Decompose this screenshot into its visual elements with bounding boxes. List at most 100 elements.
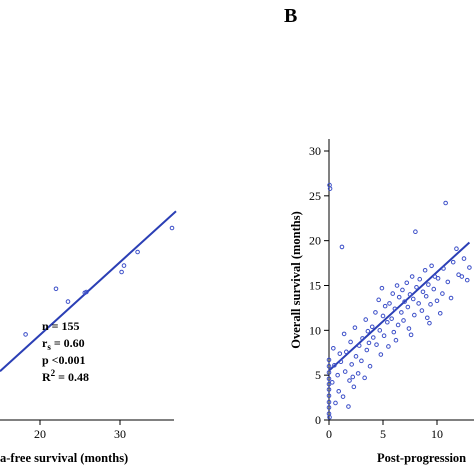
panel-b-data-point	[440, 291, 445, 296]
panel-b-data-point	[431, 286, 437, 292]
panel-b-data-point	[363, 317, 369, 322]
panel-a-data-point	[119, 269, 124, 275]
panel-b-data-point	[374, 342, 379, 347]
panel-b-data-point	[353, 354, 359, 359]
panel-b-y-tick-label: 0	[315, 413, 321, 427]
panel-b-data-point	[377, 328, 383, 333]
panel-b-data-point	[326, 399, 332, 405]
panel-b-data-point	[417, 276, 423, 282]
panel-b-data-point	[402, 299, 407, 304]
panel-a-stats: n = 155 rs = 0.60 p <0.001 R2 = 0.48	[42, 319, 89, 384]
panel-b-y-axis-title: Overall survival (months)	[289, 211, 303, 349]
panel-b-data-point	[346, 404, 351, 409]
panel-b-data-point	[423, 293, 429, 299]
panel-b-data-point	[337, 351, 343, 356]
panel-b-data-point	[343, 349, 349, 355]
panel-b-data-point	[352, 325, 358, 330]
panel-a-x-tick-label-20: 20	[34, 427, 46, 441]
stat-rs: rs = 0.60	[42, 336, 85, 352]
panel-b-data-point	[379, 285, 385, 291]
panel-b-data-point	[336, 389, 342, 394]
panel-b-data-point	[437, 310, 443, 316]
panel-b-data-point	[347, 378, 352, 383]
panel-b-data-point	[376, 297, 381, 303]
panel-b-data-point	[373, 310, 378, 315]
panel-b-data-point	[370, 335, 376, 340]
panel-b-data-point	[416, 301, 421, 306]
panel-b-data-point	[369, 324, 375, 330]
stat-r2-r: R	[42, 370, 51, 384]
panel-b-data-point	[407, 292, 413, 297]
panel-b-data-point	[461, 256, 467, 261]
panel-a-data-point	[84, 289, 89, 295]
stat-n: n = 155	[42, 319, 80, 333]
panel-b-data-point	[356, 343, 362, 348]
panel-b-data-point	[340, 394, 346, 399]
panel-b-data-point	[332, 363, 337, 368]
panel-b-data-point	[422, 267, 428, 273]
panel-b-data-point	[419, 308, 425, 313]
panel-b-data-point	[378, 352, 384, 357]
panel-b-data-point	[412, 312, 417, 318]
panel-b-data-point	[380, 313, 386, 319]
panel-b-data-point	[351, 384, 357, 390]
panel-b-data-point	[428, 302, 433, 307]
panel-b-data-point	[327, 186, 333, 191]
panel-b-data-point	[385, 319, 390, 325]
panel-b-data-point	[395, 322, 401, 328]
panel-b-data-point	[443, 200, 448, 206]
panel-b-data-point	[467, 265, 472, 270]
panel-b-data-point	[434, 298, 440, 304]
panel-b-letter: B	[284, 5, 297, 27]
panel-b-data-point	[341, 331, 347, 337]
panel-b-y-ticks: 0 5 10 15 20 25 30	[309, 144, 329, 427]
panel-b-data-point	[399, 310, 404, 315]
panel-b-data-point	[360, 336, 365, 341]
panel-b-data-point	[339, 244, 345, 250]
panel-a-data-point	[135, 249, 140, 255]
panel-b-data-point	[387, 301, 392, 306]
stat-r2-sup: 2	[51, 368, 56, 378]
panel-b-data-point	[342, 369, 348, 374]
stat-r2: R2 = 0.48	[42, 368, 89, 384]
panel-b-data-point	[350, 374, 356, 380]
panel-a-points	[23, 225, 175, 337]
panel-b-data-point	[326, 387, 332, 392]
panel-b-data-point	[441, 266, 446, 271]
panel-b-y-tick-label: 5	[315, 368, 321, 382]
panel-b-y-tick-label: 30	[309, 144, 321, 158]
panel-b-data-point	[349, 362, 354, 367]
stat-rs-value: = 0.60	[51, 336, 85, 350]
panel-b-data-point	[414, 284, 419, 290]
panel-b-data-point	[359, 358, 364, 364]
panel-b-data-point	[391, 329, 397, 335]
panel-b-data-point	[413, 229, 418, 234]
panel-b-data-point	[392, 306, 398, 312]
panel-b-data-point	[386, 344, 391, 349]
panel-b-data-point	[426, 282, 431, 287]
panel-b-x-tick-label: 5	[380, 427, 386, 441]
stat-r2-value: = 0.48	[55, 370, 89, 384]
panel-b-data-point	[366, 340, 372, 346]
panel-a: 20 30 a-free survival (months) n = 155 r…	[0, 210, 177, 465]
panel-b-data-point	[410, 296, 416, 302]
panel-a-data-point	[169, 225, 175, 231]
panel-b-data-point	[424, 315, 430, 321]
panel-b-data-point	[450, 259, 456, 265]
panel-b-data-point	[335, 372, 340, 378]
stat-rs-r: r	[42, 336, 48, 350]
panel-b: B 0 5 10 15 20 25 30 0 5 10 Overall survival (mo…	[284, 5, 474, 465]
panel-b-data-point	[427, 320, 432, 326]
panel-b-data-point	[365, 328, 371, 334]
panel-b-data-point	[338, 359, 344, 365]
panel-b-data-point	[355, 371, 361, 376]
panel-b-data-point	[459, 274, 465, 279]
panel-b-data-point	[326, 393, 332, 399]
panel-b-data-point	[333, 400, 338, 406]
panel-b-data-point	[464, 277, 470, 283]
panel-b-data-point	[400, 287, 405, 293]
panel-b-data-point	[393, 337, 399, 343]
panel-a-x-tick-label-30: 30	[114, 427, 126, 441]
panel-b-data-point	[435, 276, 441, 281]
